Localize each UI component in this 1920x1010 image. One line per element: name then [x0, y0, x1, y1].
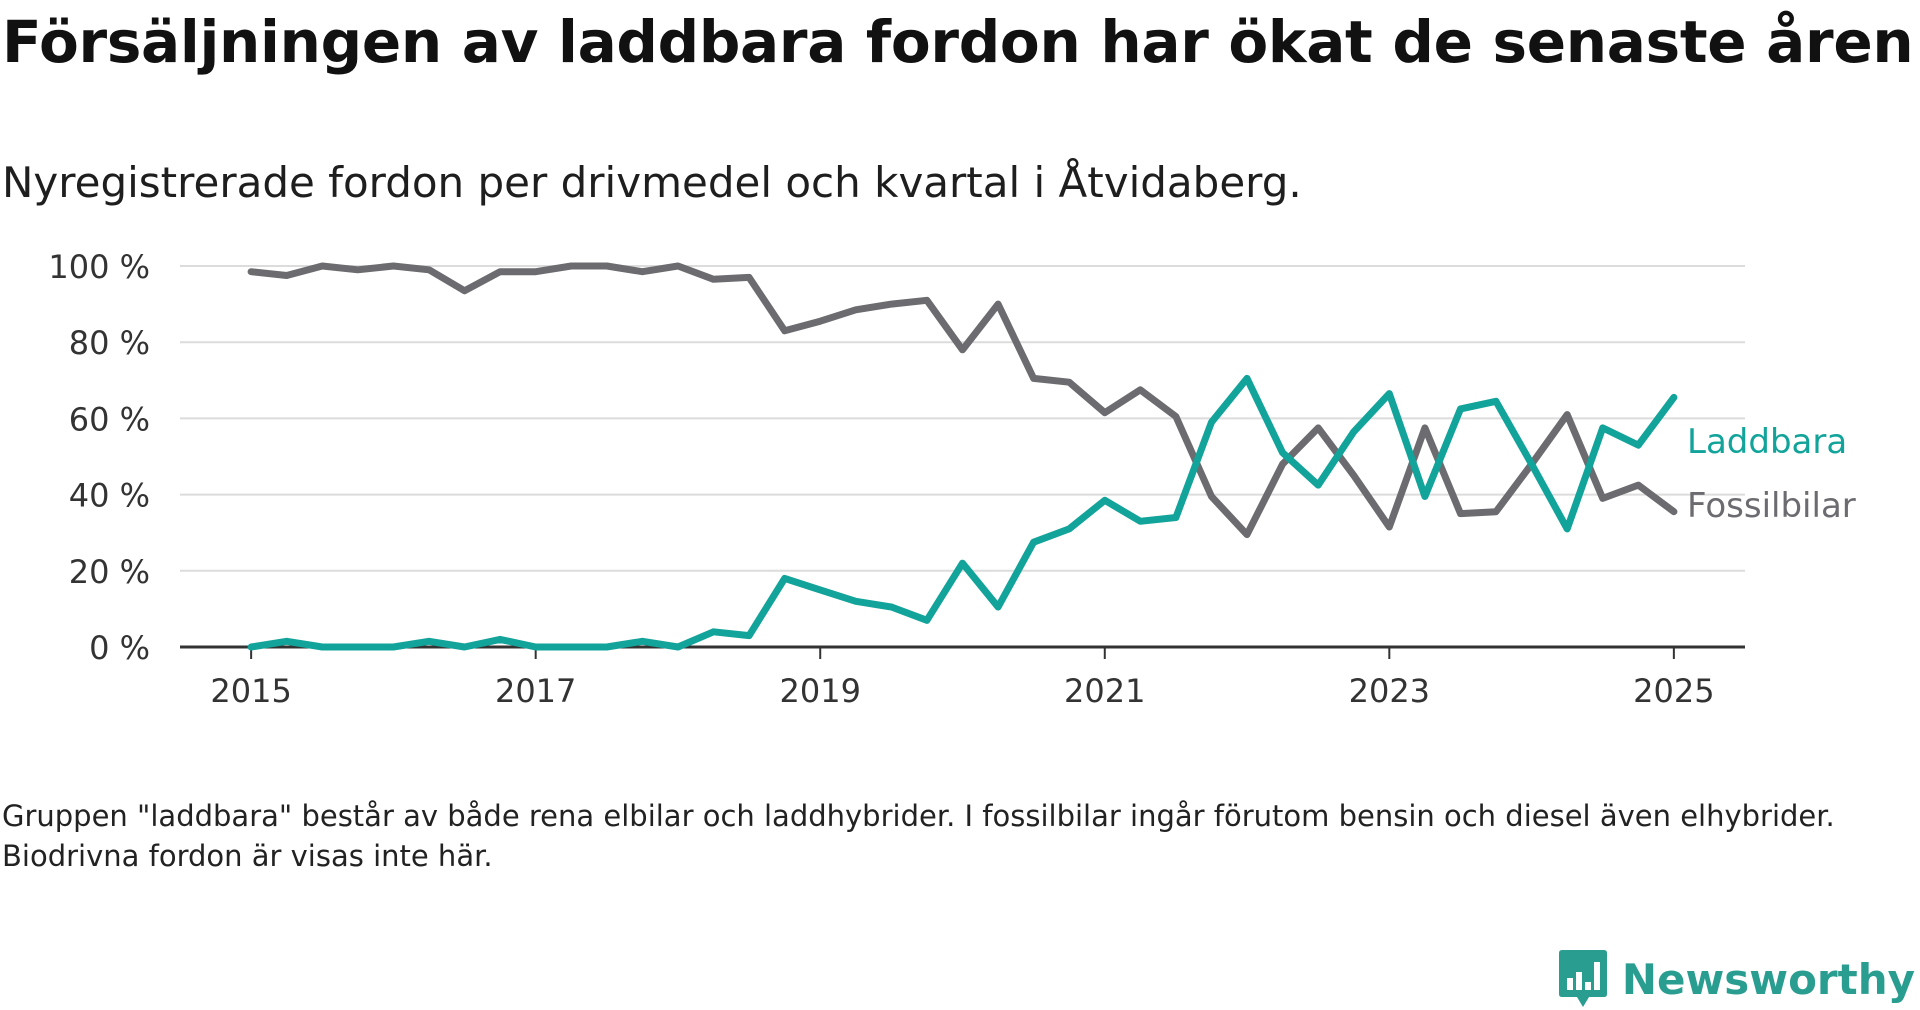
- chart-title: Försäljningen av laddbara fordon har öka…: [2, 8, 1914, 76]
- x-tick-label: 2023: [1349, 672, 1430, 710]
- y-tick-label: 60 %: [69, 400, 150, 438]
- brand-logo: Newsworthy: [1558, 948, 1915, 1010]
- x-axis: 2015 2017 2019 2021 2023 2025: [180, 645, 1745, 710]
- line-chart: 0 % 20 % 40 % 60 % 80 % 100 % 2015 2017 2019 202…: [48, 248, 1856, 710]
- x-tick-label: 2025: [1633, 672, 1714, 710]
- x-tick-label: 2015: [210, 672, 291, 710]
- y-gridlines: [180, 265, 1745, 572]
- footnote: Gruppen "laddbara" består av både rena e…: [2, 799, 1835, 873]
- y-tick-label: 40 %: [69, 477, 150, 515]
- x-tick-label: 2021: [1064, 672, 1145, 710]
- series-lines: [247, 262, 1678, 651]
- bar-chart-speech-bubble-icon: [1558, 950, 1607, 1007]
- series-line-laddbara: [247, 374, 1678, 651]
- y-tick-label: 100 %: [48, 248, 150, 286]
- x-tick-label: 2019: [780, 672, 861, 710]
- brand-name: Newsworthy: [1621, 954, 1915, 1004]
- x-tick-label: 2017: [495, 672, 576, 710]
- y-axis-ticks: 0 % 20 % 40 % 60 % 80 % 100 %: [48, 248, 150, 667]
- series-label-laddbara: Laddbara: [1687, 422, 1847, 462]
- chart-subtitle: Nyregistrerade fordon per drivmedel och …: [2, 158, 1302, 207]
- series-line-fossilbilar: [247, 262, 1678, 539]
- series-label-fossilbilar: Fossilbilar: [1687, 486, 1856, 526]
- series-labels: Laddbara Fossilbilar: [1687, 422, 1856, 526]
- y-tick-label: 0 %: [89, 629, 150, 667]
- y-tick-label: 20 %: [69, 553, 150, 591]
- y-tick-label: 80 %: [69, 324, 150, 362]
